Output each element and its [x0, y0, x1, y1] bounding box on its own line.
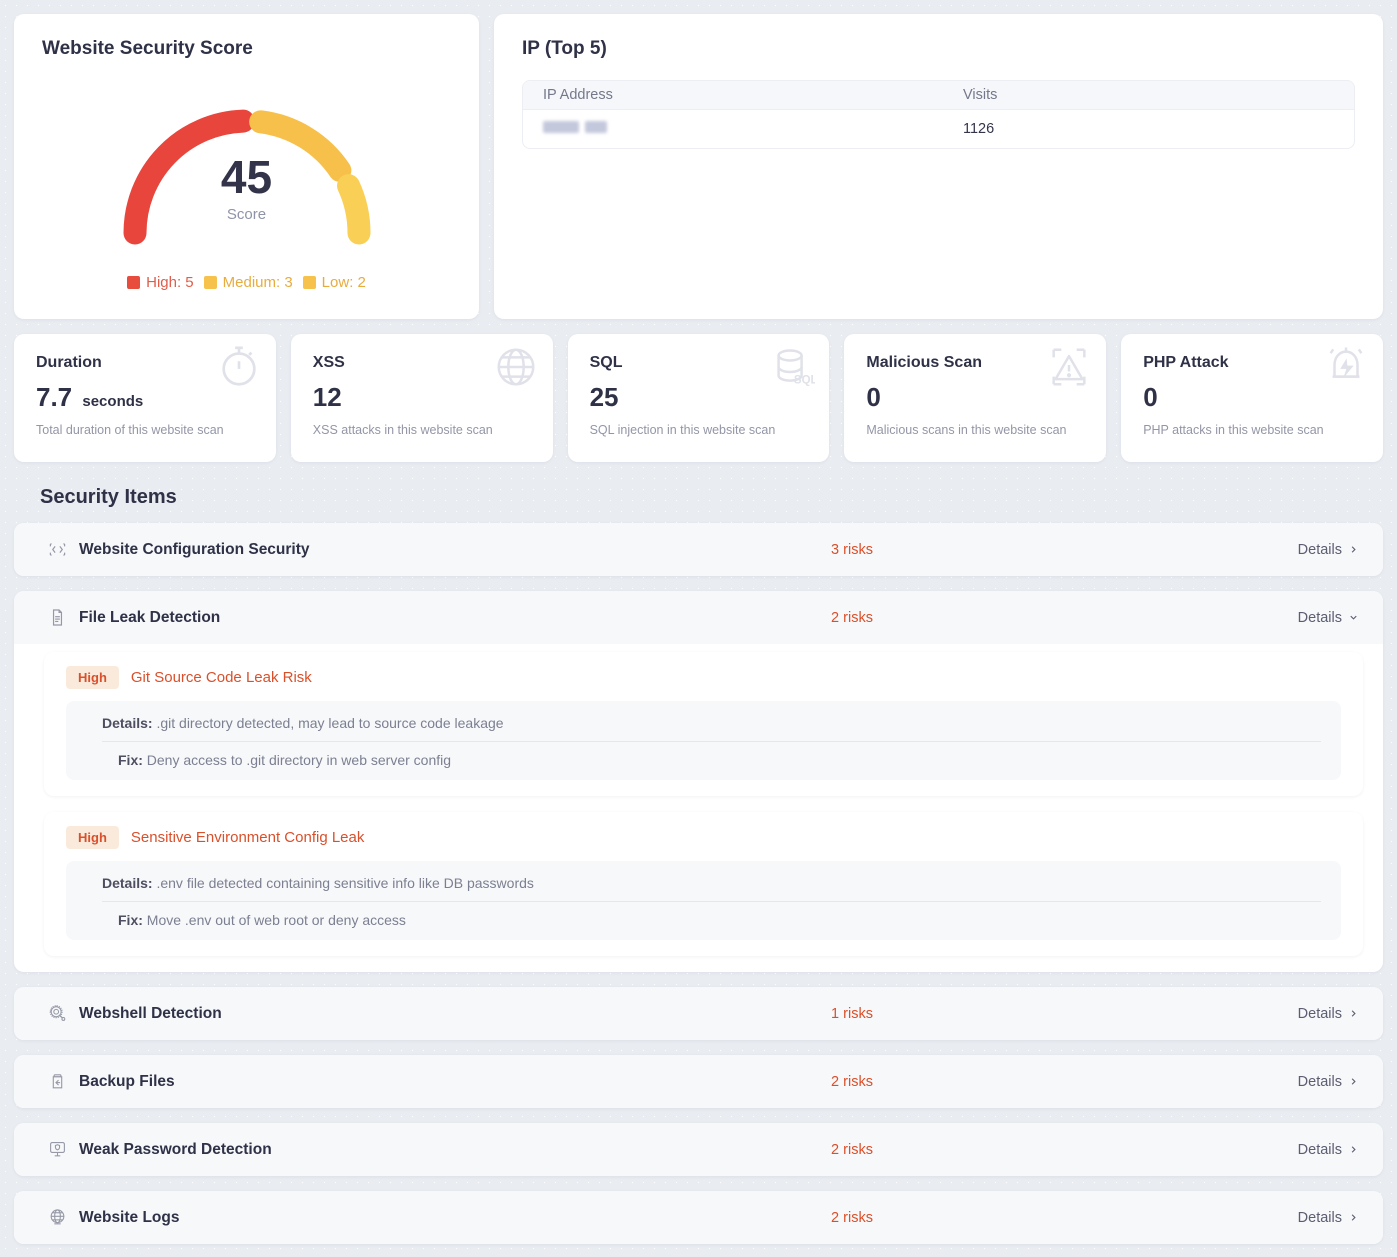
svg-text:SQL: SQL [794, 374, 815, 386]
